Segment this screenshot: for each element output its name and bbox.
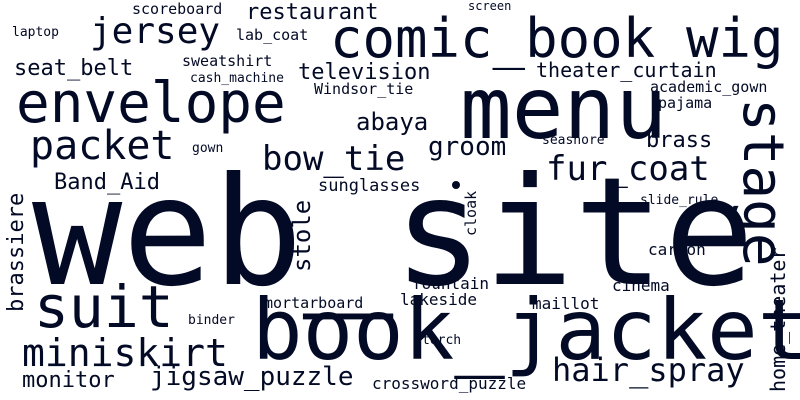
word-jersey: jersey	[90, 11, 221, 52]
word-pajama: pajama	[658, 94, 713, 112]
word-bow-tie: bow_tie	[262, 139, 406, 179]
word-sunglasses: sunglasses	[318, 176, 421, 196]
word-brassiere: brassiere	[4, 192, 29, 312]
word-sweatshirt: sweatshirt	[182, 52, 273, 70]
word-cinema: cinema	[612, 276, 670, 295]
word-abaya: abaya	[356, 108, 429, 136]
word-fountain: fountain	[412, 274, 490, 293]
word-stage: stage	[730, 98, 795, 267]
word-miniskirt: miniskirt	[22, 331, 228, 375]
word-menu: menu	[460, 59, 668, 159]
word-home-theater: home_theater	[766, 247, 790, 393]
word-slide-rule: slide_rule	[640, 193, 719, 208]
word-torch: torch	[422, 333, 462, 348]
word-laptop: laptop	[12, 25, 59, 40]
word-packet: packet	[30, 123, 175, 169]
word-scoreboard: scoreboard	[132, 0, 223, 18]
word-stole: stole	[288, 199, 316, 272]
word-lakeside: lakeside	[400, 290, 478, 309]
word-monitor: monitor	[22, 368, 115, 393]
dot-marker	[452, 181, 460, 189]
word-brass: brass	[646, 128, 713, 153]
word-television: television	[298, 60, 431, 85]
word-gown: gown	[192, 141, 224, 156]
word-binder: binder	[188, 313, 235, 328]
word-academic-gown: academic_gown	[650, 78, 768, 96]
word-theater-curtain: theater_curtain	[536, 58, 717, 82]
word-comic-book: comic_book	[330, 7, 656, 70]
word-web-site: web_site	[32, 146, 755, 320]
word-cloak: cloak	[462, 190, 480, 236]
word-restaurant: restaurant	[246, 0, 379, 25]
word-fur-coat: fur_coat	[546, 149, 710, 189]
word-book-jacket: book_jacket	[252, 281, 800, 379]
word-seat-belt: seat_belt	[14, 56, 134, 81]
word-wig: wig	[686, 7, 784, 70]
word-mortarboard: mortarboard	[264, 294, 364, 312]
word-screen: screen	[468, 0, 512, 13]
word-seashore: seashore	[542, 133, 605, 148]
word-envelope: envelope	[16, 71, 286, 136]
word-maillot: maillot	[532, 294, 600, 313]
word-band-aid: Band_Aid	[54, 170, 160, 195]
word-carton: carton	[648, 240, 706, 259]
word-suit: suit	[34, 273, 174, 341]
word-hair-spray: hair_spray	[552, 351, 745, 389]
word-lab-coat: lab_coat	[236, 26, 309, 44]
word-jigsaw-puzzle: jigsaw_puzzle	[150, 362, 354, 392]
word-windsor-tie: Windsor_tie	[314, 80, 414, 98]
word-cash-machine: cash_machine	[190, 71, 284, 86]
word-crossword-puzzle: crossword_puzzle	[372, 374, 527, 393]
word-groom: groom	[428, 132, 507, 162]
